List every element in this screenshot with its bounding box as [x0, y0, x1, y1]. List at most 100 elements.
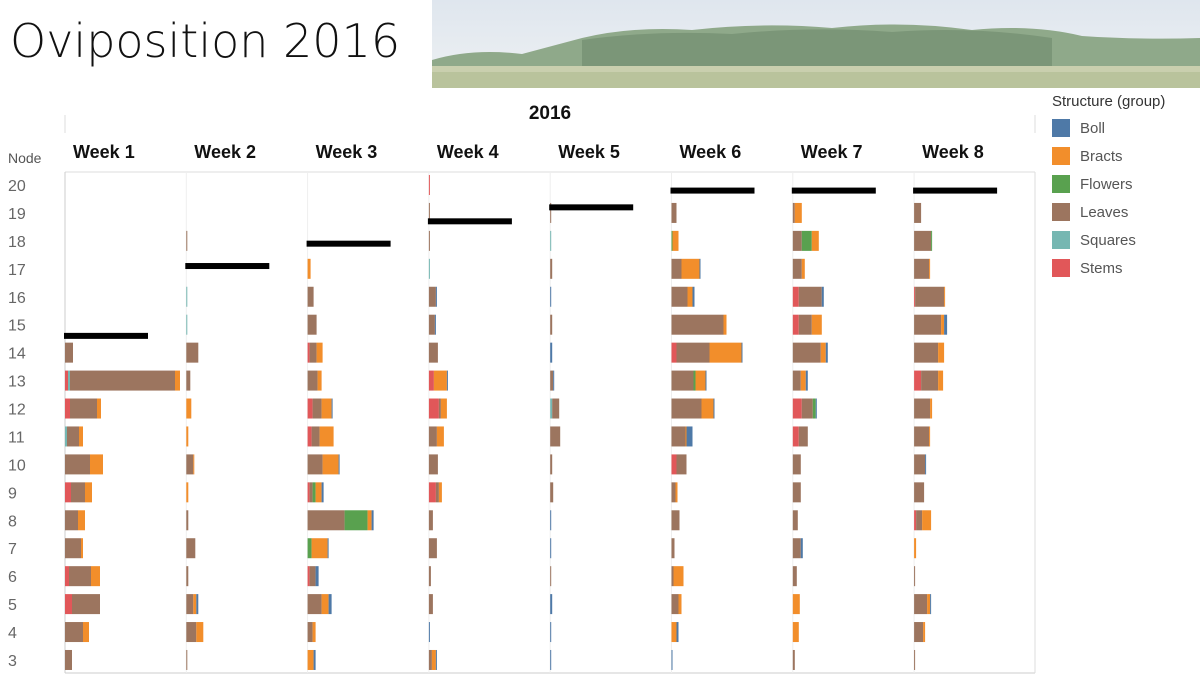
bar-segment-stems — [914, 286, 916, 307]
bar-segment-leaves — [552, 398, 560, 419]
bar-segment-leaves — [65, 510, 78, 531]
bar-segment-stems — [914, 510, 917, 531]
bar-segment-bracts — [90, 454, 103, 475]
bar-segment-leaves — [550, 426, 561, 447]
bar-segment-boll — [435, 286, 437, 307]
bar-segment-leaves — [309, 342, 317, 363]
bar-segment-bracts — [315, 482, 322, 503]
bar-segment-bracts — [938, 342, 945, 363]
legend-item[interactable]: Stems — [1052, 254, 1165, 282]
bar-segment-squares — [550, 230, 552, 251]
bar-segment-boll — [313, 649, 316, 670]
bar-segment-leaves — [550, 314, 553, 335]
bar-segment-leaves — [428, 566, 431, 587]
legend-title: Structure (group) — [1052, 93, 1166, 110]
node-tick-label: 14 — [8, 346, 26, 363]
legend-swatch — [1052, 259, 1070, 277]
bar-segment-leaves — [676, 454, 687, 475]
marker-line — [791, 187, 876, 194]
bar-segment-leaves — [792, 482, 801, 503]
bar-segment-leaves — [914, 482, 925, 503]
bar-segment-bracts — [923, 622, 926, 643]
legend-item[interactable]: Squares — [1052, 226, 1165, 254]
bar-segment-boll — [671, 649, 673, 670]
bar-segment-leaves — [671, 594, 679, 615]
bar-segment-leaves — [798, 286, 822, 307]
bar-segment-bracts — [929, 426, 931, 447]
legend-item[interactable]: Boll — [1052, 114, 1165, 142]
node-tick-label: 6 — [8, 569, 17, 586]
bar-segment-leaves — [428, 314, 435, 335]
bar-segment-leaves — [309, 482, 313, 503]
legend-label: Stems — [1080, 259, 1123, 277]
bar-segment-bracts — [316, 342, 323, 363]
bar-segment-stems — [428, 175, 430, 195]
legend-item[interactable]: Bracts — [1052, 142, 1165, 170]
bar-segment-boll — [821, 286, 824, 307]
bar-segment-bracts — [307, 649, 314, 670]
bar-segment-leaves — [915, 286, 945, 307]
bar-segment-boll — [705, 370, 707, 391]
bar-segment-boll — [815, 398, 817, 419]
node-tick-label: 7 — [8, 541, 17, 558]
bar-segment-leaves — [428, 230, 430, 251]
bar-segment-bracts — [83, 622, 89, 643]
bar-segment-leaves — [65, 342, 73, 363]
bar-segment-leaves — [671, 398, 702, 419]
bar-segment-leaves — [428, 342, 438, 363]
legend-swatch — [1052, 203, 1070, 221]
bar-segment-leaves — [65, 622, 83, 643]
bar-segment-bracts — [938, 370, 944, 391]
bar-segment-boll — [315, 566, 319, 587]
bar-segment-bracts — [801, 258, 805, 279]
bar-segment-squares — [68, 370, 70, 391]
bar-segment-bracts — [319, 426, 334, 447]
week-header: Week 7 — [800, 142, 863, 162]
bar-segment-boll — [446, 370, 448, 391]
bar-segment-leaves — [186, 622, 197, 643]
node-tick-label: 15 — [8, 318, 26, 335]
legend-item[interactable]: Flowers — [1052, 170, 1165, 198]
bar-segment-leaves — [550, 202, 552, 223]
bar-segment-leaves — [671, 314, 724, 335]
legend-swatch — [1052, 147, 1070, 165]
bar-segment-leaves — [307, 622, 313, 643]
bar-segment-leaves — [914, 258, 930, 279]
node-tick-label: 17 — [8, 262, 26, 279]
bar-segment-bracts — [186, 482, 189, 503]
bar-segment-leaves — [70, 370, 175, 391]
node-tick-label: 19 — [8, 206, 26, 223]
bar-segment-stems — [914, 370, 922, 391]
bar-segment-stems — [65, 370, 68, 391]
legend-label: Flowers — [1080, 175, 1133, 193]
bar-segment-leaves — [70, 398, 97, 419]
legend-item[interactable]: Leaves — [1052, 198, 1165, 226]
bar-segment-leaves — [798, 426, 808, 447]
bar-segment-leaves — [914, 426, 930, 447]
bar-segment-bracts — [685, 426, 687, 447]
bar-segment-boll — [321, 482, 324, 503]
bar-segment-bracts — [922, 510, 932, 531]
bar-segment-stems — [65, 594, 72, 615]
bar-segment-bracts — [672, 230, 679, 251]
bar-segment-boll — [805, 370, 808, 391]
bar-segment-leaves — [792, 649, 795, 670]
bar-segment-leaves — [186, 370, 191, 391]
legend-swatch — [1052, 175, 1070, 193]
bar-segment-leaves — [428, 286, 436, 307]
bar-segment-boll — [435, 649, 437, 670]
bar-segment-flowers — [801, 230, 812, 251]
legend-label: Bracts — [1080, 147, 1123, 165]
bar-segment-boll — [692, 286, 695, 307]
bar-segment-leaves — [792, 566, 797, 587]
bar-segment-leaves — [72, 594, 100, 615]
node-tick-label: 3 — [8, 653, 17, 670]
bar-segment-leaves — [428, 594, 433, 615]
bar-segment-leaves — [798, 314, 812, 335]
bar-segment-leaves — [671, 370, 694, 391]
bar-segment-leaves — [186, 566, 189, 587]
bar-segment-leaves — [914, 594, 928, 615]
bar-segment-boll — [800, 538, 803, 559]
bar-segment-leaves — [671, 202, 677, 223]
bar-segment-boll — [930, 594, 932, 615]
